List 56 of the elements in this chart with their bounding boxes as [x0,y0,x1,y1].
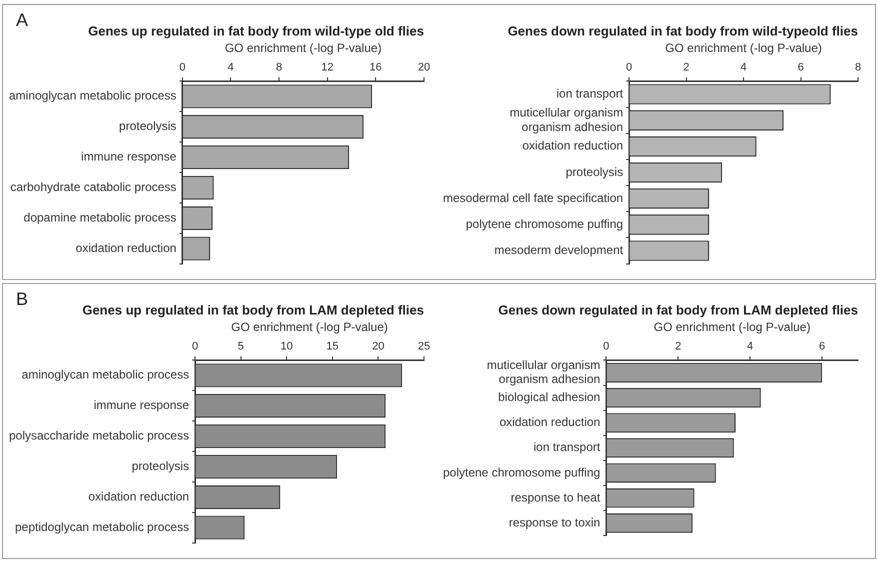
y-tick-label: oxidation reduction [499,415,600,430]
y-tick-label: muticellular organism organism adhesion [510,105,624,134]
x-axis-title: GO enrichment (-log P-value) [665,41,822,56]
y-tick-label: aminoglycan metabolic process [22,368,190,382]
y-tick-label: polytene chromosome puffing [442,465,600,480]
text: A [16,10,28,30]
y-tick-label: immune response [94,398,190,412]
y-tick-label: response to heat [510,490,601,504]
y-tick-label: biological adhesion [498,390,600,404]
x-tick-label: 20 [372,340,384,353]
y-tick-label: carbohydrate catabolic process [10,180,176,194]
chart-title: Genes down regulated in fat body from LAM depleted flies [498,302,858,318]
x-tick-label: 0 [626,62,632,74]
y-tick-label: proteolysis [119,119,176,134]
y-tick-label: dopamine metabolic process [24,210,176,224]
chart-title: Genes down regulated in fat body from wild-typeold flies [508,23,858,38]
y-tick-label: mesodermal cell fate specification [442,190,624,205]
y-tick-label: proteolysis [566,164,624,179]
x-tick-label: 0 [179,62,186,74]
x-axis-title: GO enrichment (-log P-value) [224,41,382,56]
text: B [16,288,28,309]
x-tick-label: 0 [192,340,198,353]
x-tick-label: 4 [747,340,754,353]
y-tick-label: response to toxin [508,515,600,530]
y-tick-label: oxidation reduction [76,240,176,255]
y-tick-label: immune response [81,150,177,164]
y-tick-label: ion transport [556,86,624,101]
x-tick-label: 4 [228,62,234,74]
x-tick-label: 25 [418,340,430,353]
y-tick-label: peptidoglycan metabolic process [14,520,190,534]
y-tick-label: mesoderm development [494,243,624,258]
y-tick-label: ion transport [534,440,601,454]
x-tick-label: 15 [326,340,339,353]
chart-title: Genes up regulated in fat body from LAM depleted flies [82,302,424,318]
x-axis-title: GO enrichment (-log P-value) [654,320,810,334]
x-tick-label: 20 [418,62,430,74]
x-tick-label: 0 [603,340,610,353]
y-tick-label: aminoglycan metabolic process [8,88,176,103]
x-tick-label: 10 [280,340,293,353]
x-tick-label: 5 [238,340,244,353]
y-tick-label: polysaccharide metabolic process [8,428,190,443]
chart-title: Genes up regulated in fat body from wild-type old flies [88,23,424,38]
x-tick-label: 4 [740,62,747,74]
y-tick-label: oxidation reduction [88,489,190,504]
x-tick-label: 8 [854,62,862,74]
x-tick-label: 6 [818,340,826,353]
x-tick-label: 8 [276,62,282,74]
y-tick-label: oxidation reduction [522,138,624,153]
y-tick-label: proteolysis [132,459,190,474]
x-tick-label: 2 [683,62,690,74]
y-tick-label: polytene chromosome puffing [466,216,624,231]
x-tick-label: 2 [675,340,682,353]
x-tick-label: 12 [321,62,334,74]
x-tick-label: 16 [370,62,382,74]
x-axis-title: GO enrichment (-log P-value) [231,320,388,334]
x-tick-label: 6 [798,62,804,74]
